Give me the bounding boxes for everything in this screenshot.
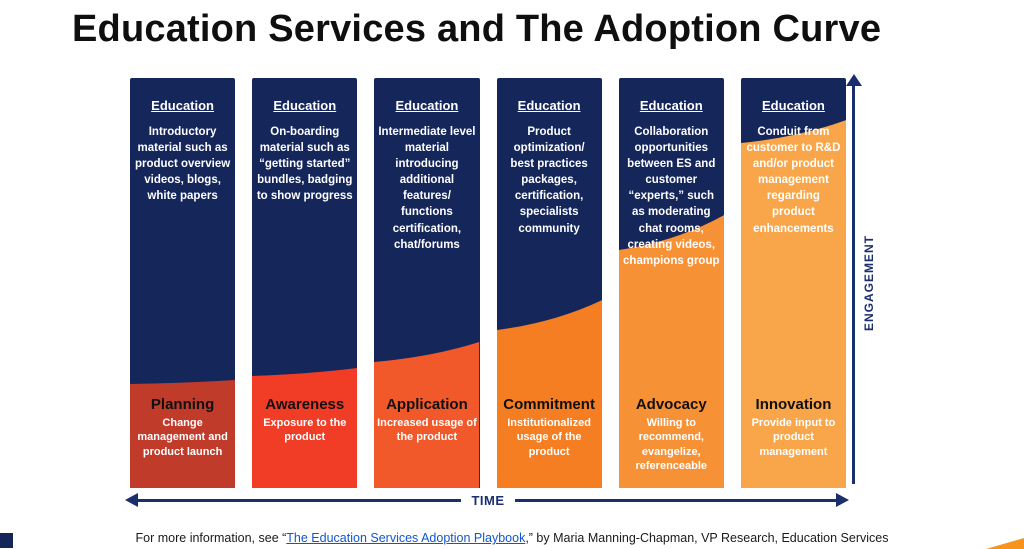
education-block: Education On-boarding material such as “… [252, 78, 357, 204]
stage-description: Increased usage of the product [377, 417, 477, 444]
education-heading: Education [639, 98, 703, 113]
stage-block: Advocacy Willing to recommend, evangeliz… [621, 396, 722, 482]
education-heading: Education [395, 98, 459, 113]
adoption-columns: Education Introductory material such as … [130, 78, 847, 488]
curve-fill [374, 342, 480, 488]
engagement-axis-line [852, 86, 855, 484]
column-application: Education Intermediate level material in… [374, 78, 480, 488]
footer-prefix: For more information, see “ [135, 531, 287, 545]
education-heading: Education [762, 98, 825, 113]
stage-description: Institutionalized usage of the product [507, 417, 591, 458]
stage-block: Innovation Provide input to product mana… [743, 396, 844, 482]
corner-decoration-right [986, 538, 1024, 549]
stage-name: Advocacy [635, 396, 707, 413]
education-heading: Education [151, 98, 214, 113]
education-description: Product optimization/ best practices pac… [510, 126, 588, 235]
stage-block: Application Increased usage of the produ… [376, 396, 477, 482]
stage-name: Innovation [755, 396, 832, 413]
education-description: Conduit from customer to R&D and/or prod… [746, 126, 841, 235]
column-planning: Education Introductory material such as … [130, 78, 236, 488]
stage-name: Awareness [265, 396, 345, 413]
column-innovation: Education Conduit from customer to R&D a… [740, 78, 847, 488]
stage-name: Commitment [503, 396, 595, 413]
stage-block: Commitment Institutionalized usage of th… [499, 396, 600, 482]
curve-fill [130, 380, 236, 488]
column-commitment: Education Product optimization/ best pra… [496, 78, 602, 488]
curve-fill [496, 300, 602, 488]
education-block: Education Product optimization/ best pra… [497, 78, 602, 237]
stage-description: Willing to recommend, evangelize, refere… [635, 417, 708, 472]
stage-description: Exposure to the product [263, 417, 347, 444]
curve-fill [252, 368, 358, 488]
education-heading: Education [273, 98, 337, 113]
education-block: Education Conduit from customer to R&D a… [741, 78, 846, 237]
education-block: Education Introductory material such as … [130, 78, 235, 204]
time-axis-label: TIME [461, 493, 515, 508]
page-title: Education Services and The Adoption Curv… [72, 8, 882, 50]
footer-suffix: ,” by Maria Manning-Chapman, VP Research… [525, 531, 889, 545]
column-awareness: Education On-boarding material such as “… [252, 78, 358, 488]
curve-fill [740, 120, 847, 488]
stage-name: Application [386, 396, 468, 413]
column-advocacy: Education Collaboration opportunities be… [618, 78, 724, 488]
stage-block: Planning Change management and product l… [132, 396, 233, 482]
stage-name: Planning [150, 396, 215, 413]
education-description: Intermediate level material introducing … [378, 126, 476, 251]
corner-decoration-left [0, 533, 13, 548]
education-block: Education Collaboration opportunities be… [619, 78, 724, 269]
education-description: Introductory material such as product ov… [134, 126, 231, 203]
footer-citation: For more information, see “The Education… [0, 531, 1024, 545]
engagement-axis-label: ENGAGEMENT [862, 234, 876, 331]
education-heading: Education [517, 98, 581, 113]
time-axis-right-arrowhead-icon [836, 493, 849, 507]
stage-block: Awareness Exposure to the product [254, 396, 355, 482]
curve-fill [618, 215, 724, 488]
education-description: On-boarding material such as “getting st… [256, 126, 353, 203]
stage-description: Provide input to product management [751, 417, 836, 458]
time-axis-label-wrap: TIME [130, 492, 846, 510]
time-axis-left-arrowhead-icon [125, 493, 138, 507]
engagement-axis-arrowhead-icon [846, 74, 862, 86]
education-description: Collaboration opportunities between ES a… [623, 126, 720, 267]
stage-description: Change management and product launch [137, 417, 228, 458]
playbook-link[interactable]: The Education Services Adoption Playbook [286, 531, 526, 545]
education-block: Education Intermediate level material in… [374, 78, 479, 253]
